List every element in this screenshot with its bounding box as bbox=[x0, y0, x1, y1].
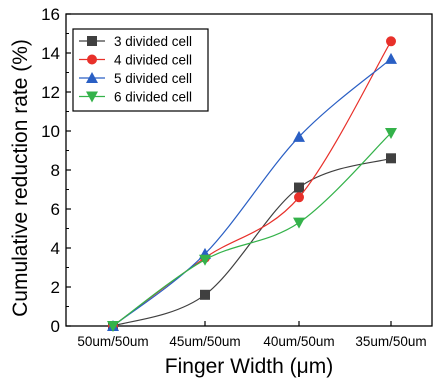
series-line bbox=[112, 58, 392, 327]
series-3 bbox=[107, 52, 397, 331]
legend-item: 3 divided cell bbox=[79, 34, 192, 49]
data-point bbox=[386, 36, 396, 47]
y-axis-title: Cumulative reduction rate (%) bbox=[9, 39, 32, 317]
legend-marker bbox=[86, 72, 98, 83]
y-tick-label: 8 bbox=[51, 161, 60, 180]
series-layer bbox=[107, 36, 397, 332]
y-tick-label: 4 bbox=[51, 239, 60, 258]
y-tick-label: 14 bbox=[41, 44, 60, 63]
legend: 3 divided cell 4 divided cell 5 divided ce… bbox=[72, 28, 209, 112]
y-tick-label: 12 bbox=[41, 83, 60, 102]
data-point bbox=[293, 217, 305, 229]
series-line bbox=[112, 132, 392, 327]
data-point bbox=[294, 182, 304, 193]
x-axis: 50um/50um 45um/50um 40um/50um 35um/50um bbox=[77, 321, 427, 349]
legend-label: 3 divided cell bbox=[114, 34, 192, 49]
x-tick-label: 45um/50um bbox=[169, 334, 240, 349]
series-line bbox=[112, 157, 392, 327]
series-4 bbox=[107, 127, 397, 332]
data-point bbox=[386, 153, 396, 164]
y-tick-label: 0 bbox=[51, 317, 60, 336]
y-tick-label: 10 bbox=[41, 122, 60, 141]
x-tick-label: 35um/50um bbox=[355, 334, 426, 349]
legend-item: 6 divided cell bbox=[79, 90, 192, 105]
data-point bbox=[294, 192, 304, 203]
y-tick-label: 2 bbox=[51, 278, 60, 297]
data-point bbox=[293, 130, 305, 142]
x-axis-title: Finger Width (μm) bbox=[165, 355, 333, 378]
data-point bbox=[199, 254, 211, 266]
y-tick-label: 6 bbox=[51, 200, 60, 219]
legend-marker bbox=[87, 54, 97, 65]
y-axis: 0 2 4 6 8 10 12 14 16 bbox=[41, 5, 71, 336]
legend-label: 5 divided cell bbox=[114, 71, 192, 86]
x-tick-label: 40um/50um bbox=[263, 334, 334, 349]
x-tick-label: 50um/50um bbox=[77, 334, 148, 349]
data-point bbox=[107, 321, 119, 332]
legend-label: 6 divided cell bbox=[114, 90, 192, 105]
legend-item: 4 divided cell bbox=[79, 53, 192, 68]
data-point bbox=[200, 289, 210, 300]
y-tick-label: 16 bbox=[41, 5, 60, 24]
legend-item: 5 divided cell bbox=[79, 71, 192, 86]
legend-label: 4 divided cell bbox=[114, 53, 192, 68]
legend-marker bbox=[86, 91, 98, 103]
data-point bbox=[385, 127, 397, 139]
legend-marker bbox=[87, 36, 97, 46]
data-point bbox=[385, 52, 397, 64]
